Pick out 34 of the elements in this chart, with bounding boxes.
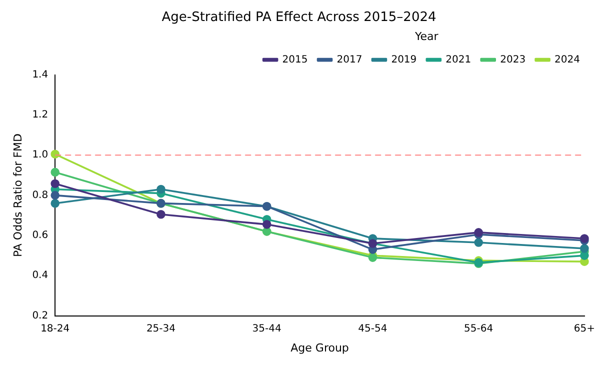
legend-label: 2024 (554, 54, 580, 66)
y-tick-label: 0.6 (32, 230, 48, 242)
y-tick-label: 1.2 (32, 110, 48, 121)
point (50, 190, 60, 200)
y-tick-label: 1.0 (32, 150, 48, 161)
point (50, 150, 60, 159)
y-tick-label: 0.2 (32, 310, 48, 322)
point (156, 184, 166, 194)
legend-title: Year (414, 30, 439, 43)
x-tick-label: 25-34 (146, 323, 176, 334)
legend-label: 2019 (391, 54, 417, 66)
y-tick-label: 0.8 (32, 190, 48, 201)
point (50, 198, 60, 208)
point (50, 179, 60, 188)
legend-label: 2015 (282, 54, 308, 66)
x-tick-label: 65+ (574, 323, 596, 334)
y-axis-title: PA Odds Ratio for FMD (11, 134, 24, 258)
y-tick-label: 0.4 (32, 270, 48, 282)
legend-label: 2023 (500, 54, 526, 66)
legend-label: 2017 (336, 54, 362, 66)
point (474, 238, 483, 247)
legend-label: 2021 (446, 54, 472, 66)
point (580, 244, 589, 253)
point (580, 251, 589, 260)
point (262, 220, 272, 229)
x-tick-label: 45-54 (358, 323, 388, 334)
x-tick-label: 35-44 (252, 323, 282, 334)
chart-title: Age-Stratified PA Effect Across 2015–2024 (162, 10, 436, 26)
point (50, 168, 60, 177)
x-tick-label: 55-64 (464, 323, 494, 334)
x-axis-title: Age Group (290, 341, 349, 354)
point (156, 210, 166, 219)
x-tick-label: 18-24 (40, 323, 70, 334)
y-tick-label: 1.4 (32, 69, 48, 80)
